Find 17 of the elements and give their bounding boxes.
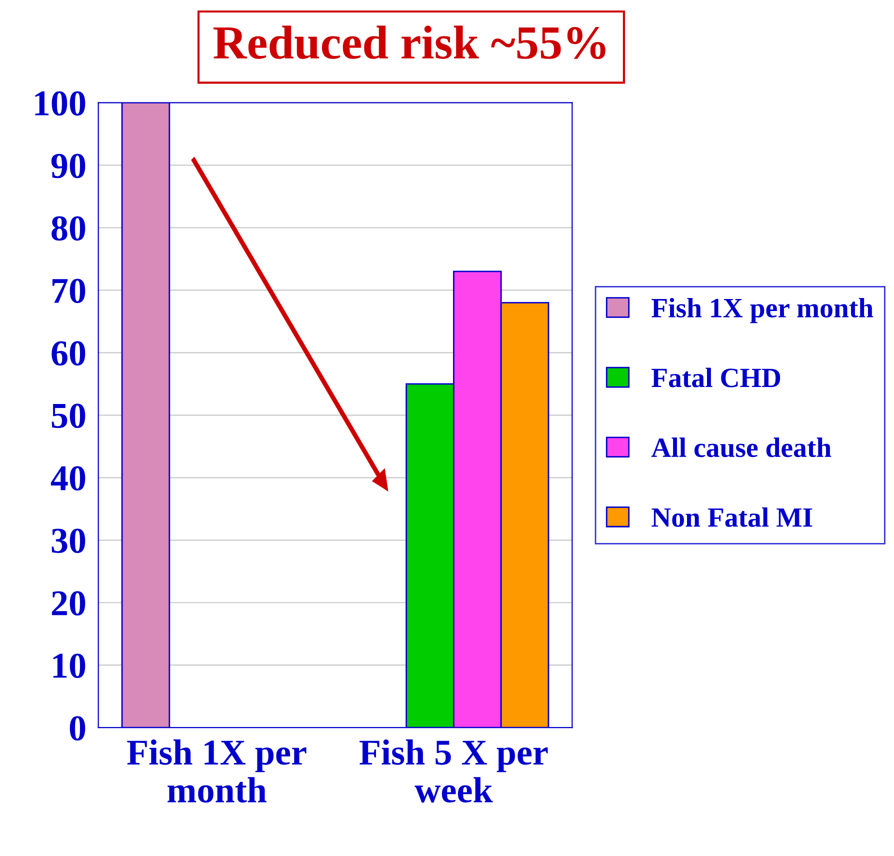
y-tick-label: 100 xyxy=(35,91,86,116)
y-tick-label: 10 xyxy=(53,654,86,678)
y-tick-label: 80 xyxy=(52,216,86,241)
y-tick-label: 40 xyxy=(50,466,86,491)
legend-label: All cause death xyxy=(651,438,832,458)
legend-label: Non Fatal MI xyxy=(652,507,812,527)
chart-title: Reduced risk ~55% xyxy=(213,26,606,60)
y-tick-label: 0 xyxy=(70,716,86,740)
legend-label: Fatal CHD xyxy=(652,368,780,388)
y-tick-label: 50 xyxy=(52,404,86,428)
x-tick-label: Fish 5 X per week xyxy=(360,739,548,803)
y-tick-label: 30 xyxy=(52,528,86,554)
y-tick-label: 60 xyxy=(52,341,86,366)
legend-label: Fish 1X per month xyxy=(652,298,874,324)
y-tick-label: 90 xyxy=(51,154,86,178)
y-tick-label: 70 xyxy=(52,278,86,304)
y-tick-label: 20 xyxy=(52,591,86,616)
